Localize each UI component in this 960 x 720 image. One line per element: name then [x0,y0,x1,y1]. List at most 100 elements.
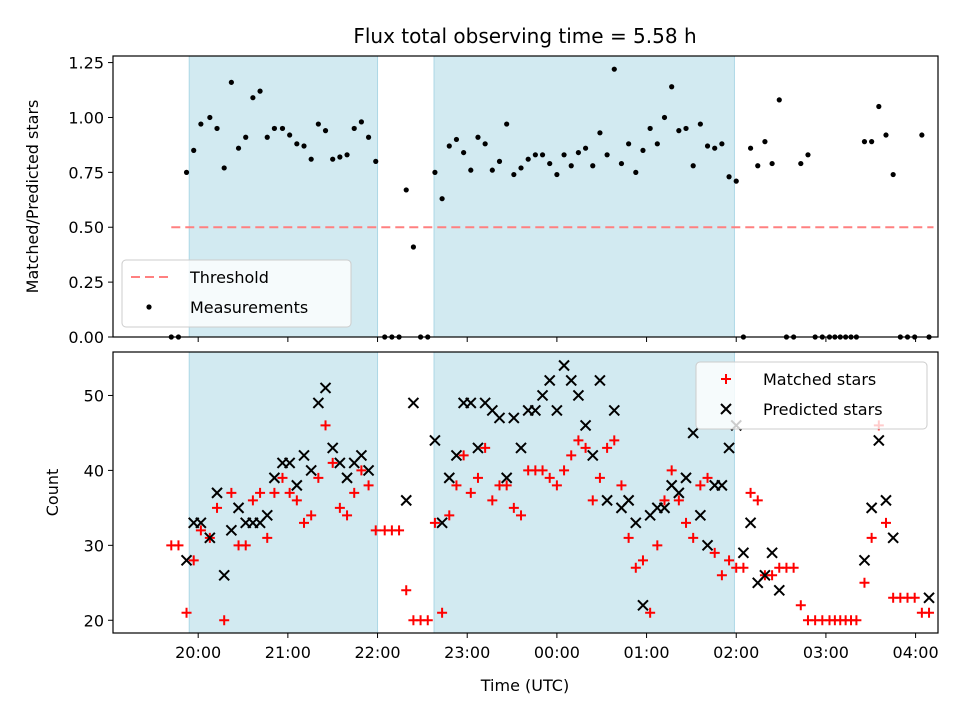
measurement-point [221,165,227,171]
axes-frame [112,351,939,634]
measurement-point [344,152,350,158]
matched-star-point [451,480,462,491]
measurement-point [554,171,560,178]
measurement-point [214,125,220,132]
y-tick-label: 0.00 [68,328,104,347]
matched-star-point [501,480,512,491]
matched-star-point [370,525,381,536]
matched-star-point [284,487,295,498]
predicted-star-point [723,442,735,454]
predicted-star-point [429,434,441,447]
matched-star-point [645,607,656,618]
measurement-point [301,143,307,149]
legend-matched-swatch [721,374,731,384]
y-tick-label: 40 [84,461,104,480]
measurement-point [683,125,689,132]
measurement-point [547,160,553,167]
measurement-point [228,79,234,85]
measurement-point [365,134,372,140]
measurement-point [315,121,321,127]
matched-star-point [363,480,374,491]
matched-star-point [356,465,367,476]
measurement-point [676,128,682,134]
predicted-star-point [195,517,207,529]
predicted-star-point [407,397,420,409]
measurement-point [294,141,300,147]
x-tick-label: 20:00 [175,643,221,662]
predicted-star-point [529,404,542,417]
measurement-point [755,163,761,169]
matched-star-point [269,487,280,498]
y-tick-label: 0.25 [68,273,104,292]
matched-star-point [716,570,727,581]
measurement-point [647,125,653,132]
predicted-star-point [737,547,750,559]
predicted-star-point [204,532,216,544]
ratio-panel: 0.00 0.25 0.50 0.75 1.00 1.25 Matched/Predicte… [23,54,939,347]
measurement-point [805,152,811,158]
shaded-interval [189,352,378,633]
predicted-star-point [601,494,613,507]
predicted-star-point [880,494,892,507]
measurement-point [489,167,495,173]
matched-star-point [437,607,448,618]
measurement-point [525,156,531,162]
predicted-star-point [565,374,577,387]
measurement-point [337,154,343,160]
predicted-star-point [594,374,606,387]
y-tick-label: 1.00 [68,108,104,127]
measurement-point [330,156,336,162]
predicted-star-point [232,502,245,514]
matched-star-point [516,510,527,521]
predicted-star-point [218,569,230,582]
matched-star-point [537,465,548,476]
y-tick-label: 1.25 [68,54,104,73]
measurement-point [890,171,896,178]
measurement-point [439,196,445,202]
matched-star-point [709,547,720,558]
matched-star-point [444,510,455,521]
x-tick-label: 00:00 [534,643,580,662]
legend-label: Predicted stars [763,400,883,419]
matched-star-point [594,472,605,483]
measurement-point [287,132,293,138]
predicted-star-point [766,547,778,559]
measurement-point [597,130,603,136]
measurement-point [654,141,660,147]
measurement-point [769,160,775,167]
measurement-point [207,114,213,121]
legend-box [121,259,352,328]
matched-star-point [247,495,258,506]
matched-star-point [334,502,345,513]
y-tick-label: 50 [84,386,104,405]
measurement-point [432,169,438,175]
measurement-point [704,143,711,149]
matched-star-point [630,562,641,573]
matched-star-point [173,540,184,551]
measurement-point [496,158,503,164]
matched-star-point [465,487,476,498]
measurement-point [661,114,668,121]
measurement-point [869,139,875,145]
x-tick-label: 21:00 [265,643,311,662]
predicted-star-point [493,412,506,424]
measurement-point [561,152,567,158]
measurement-point [539,152,546,158]
measurement-point [257,88,263,94]
matched-star-point [188,555,199,566]
matched-star-point [342,510,353,521]
matched-star-point [652,540,663,551]
predicted-star-point [587,449,599,462]
measurement-point [183,169,190,175]
predicted-star-point [630,517,642,529]
matched-star-point [666,465,677,476]
matched-star-point [788,562,799,573]
predicted-star-point [858,554,871,567]
measurement-point [640,147,646,153]
predicted-star-point [291,479,303,492]
matched-star-point [313,472,324,483]
matched-star-point [795,600,806,611]
predicted-star-point [508,412,520,424]
matched-star-point [688,532,699,543]
